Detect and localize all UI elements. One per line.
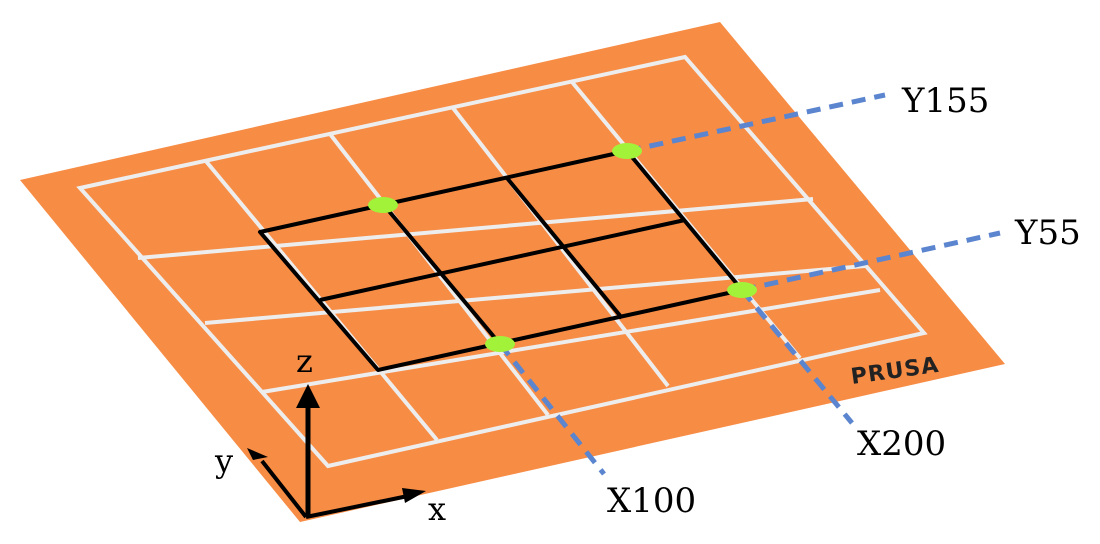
axis-label-x: x [428,490,446,528]
guide-x100 [498,342,606,476]
label-x100: X100 [607,481,696,521]
calibration-point-x100-y155 [368,197,398,213]
guide-x200 [740,288,854,425]
x-axis-line [305,494,409,519]
calibration-points [368,143,757,352]
outer-grid-row-2 [204,264,866,325]
axes-indicator [247,384,426,519]
inner-grid-col-1 [381,202,502,346]
inner-grid-row-1 [319,218,686,302]
axis-label-y: y [214,442,233,480]
label-y55: Y55 [1014,213,1081,253]
x-arrow-icon [402,488,426,503]
outer-grid-row-3 [261,288,881,394]
axis-label-z: z [296,342,313,380]
calibration-point-x100-y55 [485,336,515,352]
y-arrow-icon [247,448,268,460]
label-x200: X200 [857,424,946,464]
outer-grid-row-1 [137,197,814,260]
guide-y155 [626,92,886,154]
y-axis-line [260,459,308,519]
guide-lines [498,92,1001,476]
calibration-point-x200-y155 [612,143,642,159]
calibration-point-x200-y55 [727,282,757,298]
z-arrow-icon [296,384,320,408]
label-y155: Y155 [901,81,989,121]
guide-y55 [741,230,1001,293]
inner-grid-col-2 [505,176,624,320]
outer-grid-border [76,54,928,469]
